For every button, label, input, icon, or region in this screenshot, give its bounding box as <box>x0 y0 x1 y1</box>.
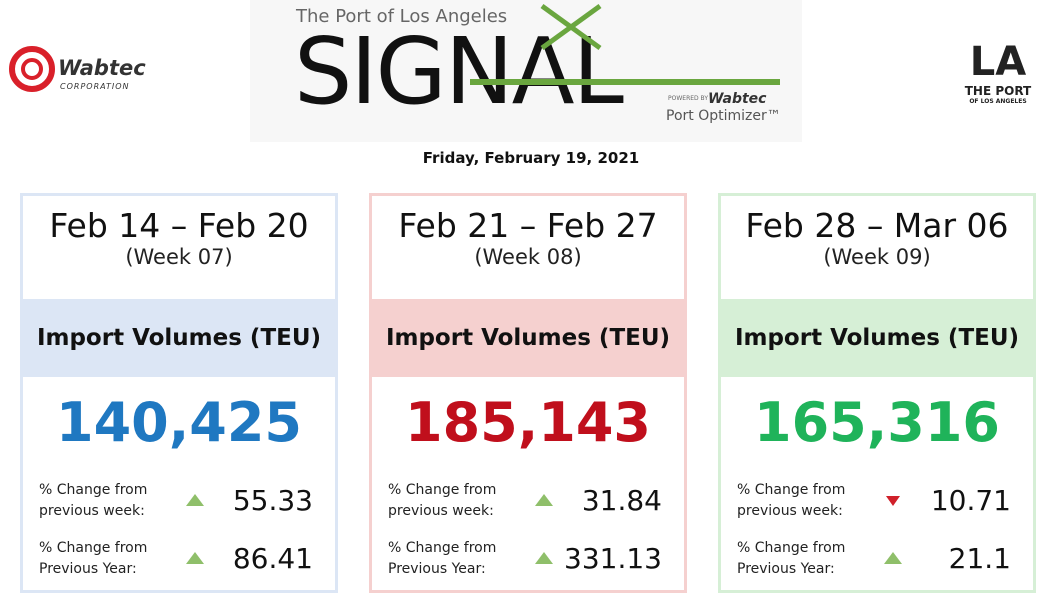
trend-triangle <box>884 552 902 564</box>
signal-title: SIGNAL <box>294 18 624 125</box>
change-value: 55.33 <box>232 484 313 517</box>
period: Feb 28 – Mar 06 <box>745 206 1009 245</box>
trend-arrow <box>884 552 902 564</box>
card: Feb 14 – Feb 20 (Week 07) Import Volumes (… <box>20 193 338 593</box>
change-label: % Change from previous week: <box>737 482 846 519</box>
week: (Week 08) <box>474 245 582 269</box>
trend-triangle <box>535 494 553 506</box>
trend-triangle <box>186 494 204 506</box>
change-value: 21.1 <box>948 542 1011 575</box>
trend-arrow <box>186 494 204 506</box>
la-name: THE PORT <box>964 84 1032 98</box>
change-value: 10.71 <box>930 484 1011 517</box>
wabtec-name: Wabtec <box>58 56 146 80</box>
change-row: % Change from previous week: 10.71 <box>737 476 1027 526</box>
trend-arrow <box>535 494 553 506</box>
metric-label: Import Volumes (TEU) <box>372 299 684 377</box>
wabtec-sub: CORPORATION <box>60 82 130 91</box>
signal-mark <box>470 3 780 85</box>
card: Feb 28 – Mar 06 (Week 09) Import Volumes (… <box>718 193 1036 593</box>
trend-arrow <box>886 496 900 506</box>
date: Friday, February 19, 2021 <box>422 149 640 167</box>
powered-brand: Wabtec <box>708 91 767 107</box>
card-header: Feb 21 – Feb 27 (Week 08) <box>372 196 684 299</box>
trend-triangle <box>886 496 900 506</box>
change-value: 331.13 <box>564 542 662 575</box>
week: (Week 09) <box>823 245 931 269</box>
wabtec-icon <box>9 46 55 92</box>
change-row: % Change from previous week: 31.84 <box>388 476 678 526</box>
metric-label: Import Volumes (TEU) <box>721 299 1033 377</box>
card-header: Feb 28 – Mar 06 (Week 09) <box>721 196 1033 299</box>
card: Feb 21 – Feb 27 (Week 08) Import Volumes (… <box>369 193 687 593</box>
la-sub: OF LOS ANGELES <box>969 98 1027 105</box>
trend-triangle <box>186 552 204 564</box>
change-label: % Change from Previous Year: <box>737 540 846 577</box>
trend-arrow <box>186 552 204 564</box>
change-row: % Change from previous week: 55.33 <box>39 476 329 526</box>
metric-label: Import Volumes (TEU) <box>23 299 335 377</box>
signal-logo: The Port of Los Angeles SIGNAL POWERED B… <box>250 0 802 142</box>
card-header: Feb 14 – Feb 20 (Week 07) <box>23 196 335 299</box>
la-mark: LA <box>969 39 1027 85</box>
powered: POWERED BY <box>668 95 709 102</box>
change-value: 31.84 <box>581 484 662 517</box>
wabtec-logo: Wabtec CORPORATION <box>8 44 146 98</box>
volume: 185,143 <box>405 391 651 454</box>
product: Port Optimizer™ <box>666 108 781 124</box>
period: Feb 21 – Feb 27 <box>398 206 658 245</box>
overline: The Port of Los Angeles <box>296 6 508 27</box>
trend-arrow <box>535 552 553 564</box>
change-value: 86.41 <box>232 542 313 575</box>
volume: 140,425 <box>56 391 302 454</box>
week: (Week 07) <box>125 245 233 269</box>
la-logo: LA THE PORT OF LOS ANGELES <box>962 40 1034 105</box>
period: Feb 14 – Feb 20 <box>49 206 309 245</box>
change-label: % Change from Previous Year: <box>388 540 497 577</box>
trend-triangle <box>535 552 553 564</box>
change-row: % Change from Previous Year: 86.41 <box>39 534 329 584</box>
change-label: % Change from Previous Year: <box>39 540 148 577</box>
change-row: % Change from Previous Year: 331.13 <box>388 534 678 584</box>
change-label: % Change from previous week: <box>388 482 497 519</box>
change-row: % Change from Previous Year: 21.1 <box>737 534 1027 584</box>
volume: 165,316 <box>754 391 1000 454</box>
change-label: % Change from previous week: <box>39 482 148 519</box>
